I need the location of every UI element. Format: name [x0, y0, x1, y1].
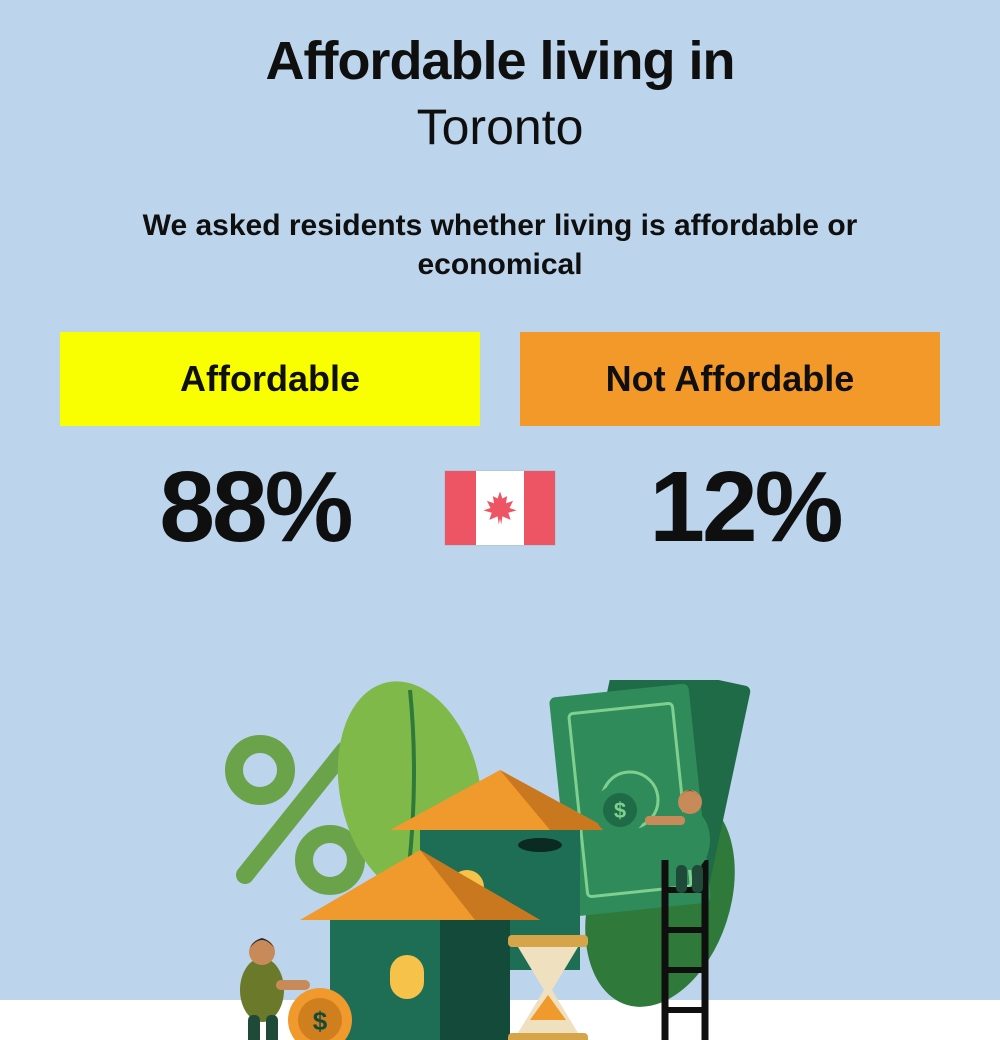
option-pills: Affordable Not Affordable: [0, 332, 1000, 426]
not-affordable-label: Not Affordable: [606, 358, 855, 399]
subtitle: We asked residents whether living is aff…: [120, 206, 880, 284]
maple-leaf-icon: [481, 489, 519, 527]
infographic-canvas: Affordable living in Toronto We asked re…: [0, 0, 1000, 1000]
stats-row: 88% 12%: [0, 450, 1000, 565]
title-line2: Toronto: [0, 98, 1000, 156]
svg-text:$: $: [614, 798, 626, 823]
percent-icon: [234, 744, 356, 886]
svg-text:$: $: [313, 1006, 328, 1036]
affordable-value: 88%: [95, 450, 415, 565]
not-affordable-pill: Not Affordable: [520, 332, 940, 426]
affordable-pill: Affordable: [60, 332, 480, 426]
flag-right-bar: [524, 471, 555, 545]
title-line1: Affordable living in: [0, 0, 1000, 92]
not-affordable-value: 12%: [585, 450, 905, 565]
affordable-label: Affordable: [180, 358, 360, 399]
flag-left-bar: [445, 471, 476, 545]
housing-money-illustration: $ $: [190, 680, 810, 1040]
canada-flag-icon: [445, 471, 555, 545]
flag-center: [476, 471, 525, 545]
